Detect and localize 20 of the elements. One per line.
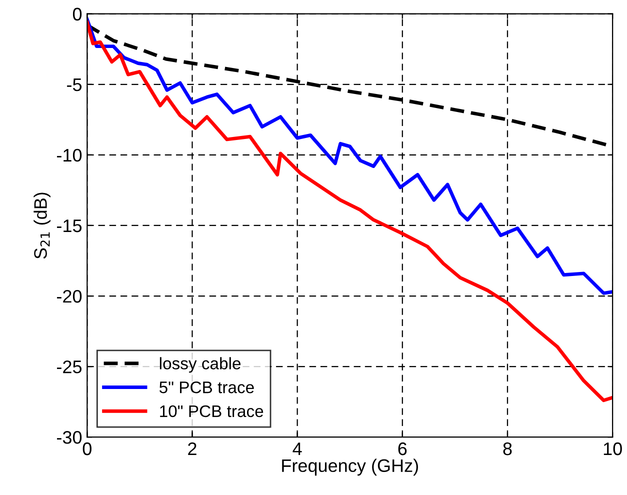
line-series [87, 20, 613, 402]
legend-label: 10" PCB trace [160, 405, 264, 418]
line-series [87, 18, 613, 295]
y-tick-label: -20 [57, 290, 82, 303]
y-tick-label: -30 [57, 431, 82, 444]
x-tick-label: 10 [604, 442, 622, 456]
legend-label: lossy cable [160, 357, 241, 373]
y-tick-label: 0 [72, 8, 82, 21]
x-tick-label: 4 [292, 442, 302, 456]
x-axis-title: Frequency (GHz) [282, 458, 418, 476]
y-axis-title: S$_{21}$ (dB) [34, 192, 50, 259]
y-tick-label: -15 [57, 220, 82, 232]
y-tick-label: -25 [57, 360, 82, 374]
legend-label: 5" PCB trace [159, 381, 254, 394]
x-tick-label: 2 [188, 442, 196, 456]
y-tick-label: -10 [57, 148, 82, 162]
x-tick-label: 0 [82, 442, 92, 456]
y-tick-label: -5 [67, 78, 82, 92]
x-tick-label: 6 [398, 442, 407, 456]
x-tick-label: 8 [503, 442, 512, 456]
